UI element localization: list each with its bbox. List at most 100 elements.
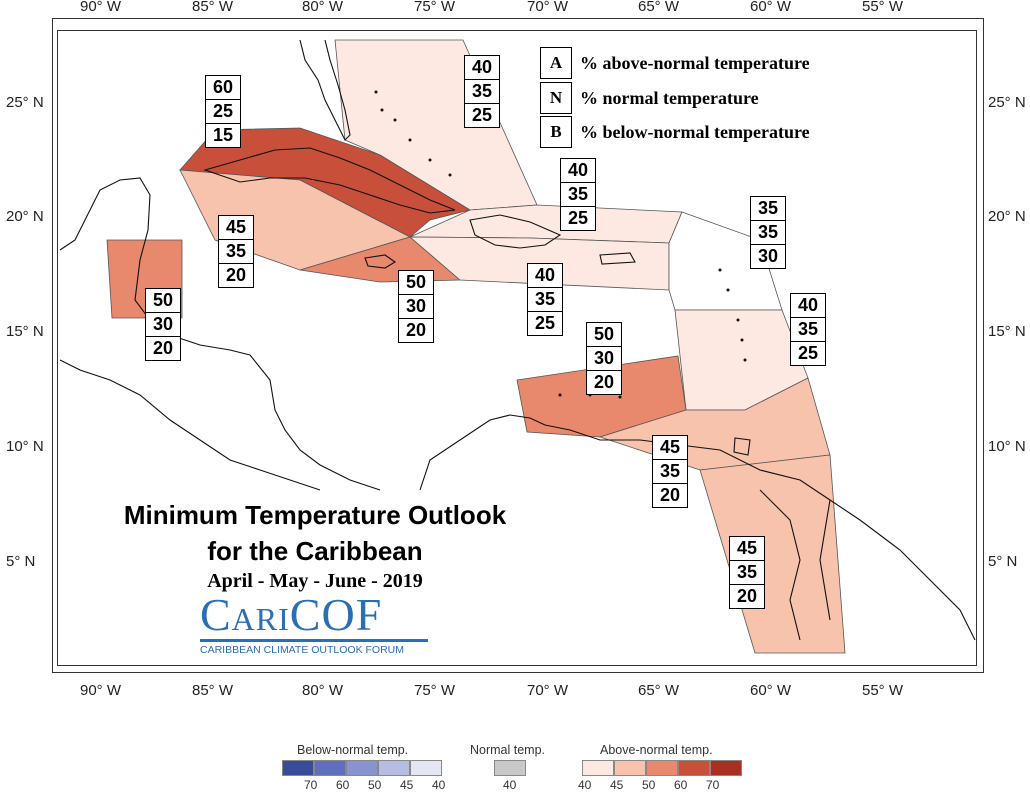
top-axis-tick: 70° W: [527, 0, 569, 15]
legend-below-label: 60: [336, 778, 350, 792]
key-text: % above-normal temperature: [580, 52, 810, 73]
bottom-axis-tick: 55° W: [862, 682, 904, 699]
zone-box-abc: 50 30 20: [586, 322, 622, 395]
above-value: 40: [528, 264, 562, 288]
map-subtitle: for the Caribbean: [207, 536, 423, 566]
right-axis-tick: 5° N: [988, 553, 1018, 570]
right-axis-tick: 20° N: [988, 208, 1026, 225]
key-row-normal: N % normal temperature: [540, 82, 759, 114]
bottom-axis-tick: 60° W: [750, 682, 792, 699]
left-axis-tick: 15° N: [6, 323, 44, 340]
below-value: 25: [471, 105, 493, 125]
map-period: April - May - June - 2019: [207, 570, 423, 592]
legend-above-title: Above-normal temp.: [600, 743, 713, 757]
above-value: 50: [587, 323, 621, 347]
legend-above-label: 40: [578, 778, 592, 792]
logo-subtitle: CARIBBEAN CLIMATE OUTLOOK FORUM: [200, 644, 404, 656]
legend-below-swatch: [410, 760, 442, 776]
map-frame: [52, 18, 984, 673]
coast-florida: [299, 39, 351, 141]
legend-below-label: 70: [304, 778, 318, 792]
below-value: 25: [797, 343, 819, 363]
left-axis-tick: 5° N: [6, 553, 36, 570]
normal-value: 30: [146, 313, 180, 337]
zone-box-leeward: 35 35 30: [750, 196, 786, 269]
above-value: 45: [219, 216, 253, 240]
coast-central-america: [59, 354, 381, 491]
above-value: 35: [751, 197, 785, 221]
logo-wordmark: CariCOF: [200, 589, 383, 640]
top-axis-tick: 75° W: [414, 0, 456, 15]
normal-value: 35: [219, 240, 253, 264]
zone-box-trinidad: 45 35 20: [652, 435, 688, 508]
coast-trinidad: [733, 437, 751, 456]
map-title: Minimum Temperature Outlook: [123, 500, 507, 530]
normal-value: 25: [206, 100, 240, 124]
below-value: 20: [152, 338, 174, 358]
key-letter: N: [540, 82, 572, 114]
legend-normal-title: Normal temp.: [470, 743, 546, 757]
logo-underline: [200, 639, 428, 642]
right-axis-tick: 10° N: [988, 438, 1026, 455]
zone-guianas: [699, 454, 846, 654]
top-axis-tick: 60° W: [750, 0, 792, 15]
legend-below-swatch: [346, 760, 378, 776]
legend-normal-swatch: [494, 760, 526, 776]
legend-above-label: 45: [610, 778, 624, 792]
bottom-axis-tick: 90° W: [80, 682, 122, 699]
key-row-above: A % above-normal temperature: [540, 47, 810, 79]
bottom-axis-tick: 65° W: [638, 682, 680, 699]
legend-normal-label: 40: [503, 778, 517, 792]
coast-puerto-rico: [599, 252, 636, 265]
key-letter: B: [540, 116, 572, 148]
legend-above-label: 70: [706, 778, 720, 792]
normal-value: 35: [653, 460, 687, 484]
right-axis-tick: 25° N: [988, 94, 1026, 111]
above-value: 40: [465, 56, 499, 80]
left-axis-tick: 20° N: [6, 208, 44, 225]
top-axis-tick: 65° W: [638, 0, 680, 15]
legend-above-label: 50: [642, 778, 656, 792]
top-axis-tick: 80° W: [302, 0, 344, 15]
legend-above-swatch: [614, 760, 646, 776]
coast-cuba: [203, 147, 456, 214]
normal-value: 30: [587, 347, 621, 371]
zone-box-cayman-west: 45 35 20: [218, 215, 254, 288]
below-value: 25: [534, 313, 556, 333]
map-inner-frame: [57, 30, 977, 666]
zone-box-puerto-rico: 40 35 25: [527, 263, 563, 336]
normal-value: 30: [399, 295, 433, 319]
left-axis-tick: 25° N: [6, 94, 44, 111]
zone-box-windward: 40 35 25: [790, 293, 826, 366]
normal-value: 35: [791, 318, 825, 342]
legend-below-label: 40: [432, 778, 446, 792]
key-text: % below-normal temperature: [580, 121, 810, 142]
normal-value: 35: [465, 80, 499, 104]
legend-below-swatch: [314, 760, 346, 776]
above-value: 60: [206, 76, 240, 100]
zone-box-guianas: 45 35 20: [729, 536, 765, 609]
normal-value: 35: [561, 183, 595, 207]
top-axis-tick: 90° W: [80, 0, 122, 15]
legend-below-swatch: [282, 760, 314, 776]
above-value: 45: [653, 436, 687, 460]
coast-hispaniola: [469, 214, 562, 249]
normal-value: 35: [528, 288, 562, 312]
left-axis-tick: 10° N: [6, 438, 44, 455]
top-axis-tick: 85° W: [192, 0, 234, 15]
above-value: 40: [791, 294, 825, 318]
legend-above-swatch: [582, 760, 614, 776]
legend-below-title: Below-normal temp.: [297, 743, 409, 757]
right-axis-tick: 15° N: [988, 323, 1026, 340]
legend-above-swatch: [710, 760, 742, 776]
below-value: 20: [405, 320, 427, 340]
bottom-axis-tick: 85° W: [192, 682, 234, 699]
above-value: 50: [399, 271, 433, 295]
below-value: 15: [212, 125, 234, 145]
coast-yucatan: [59, 177, 251, 356]
below-value: 20: [225, 265, 247, 285]
key-text: % normal temperature: [580, 87, 759, 108]
legend-below-label: 45: [400, 778, 414, 792]
above-value: 45: [730, 537, 764, 561]
